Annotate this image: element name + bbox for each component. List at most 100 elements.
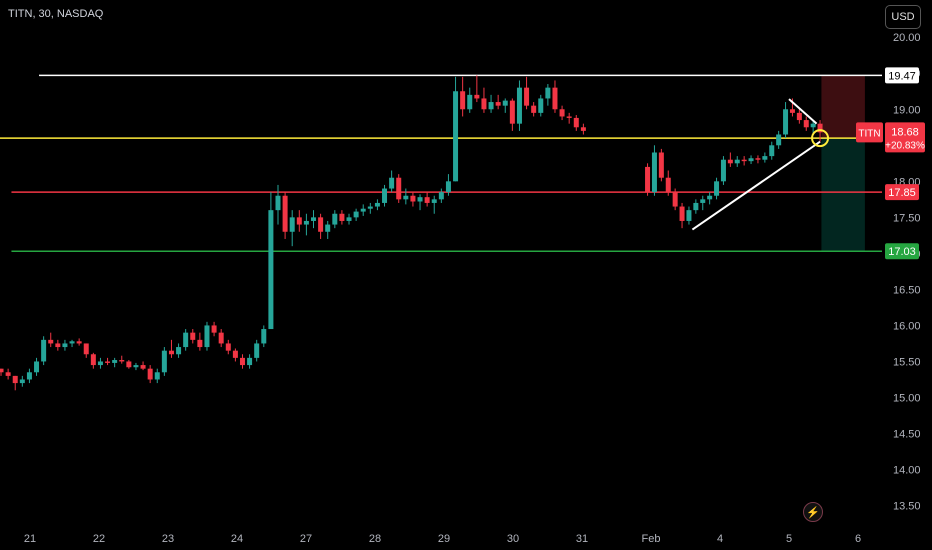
candle-body <box>545 87 551 99</box>
candle-body <box>424 197 430 203</box>
candle-body <box>374 202 380 207</box>
symbol-tag-bg <box>856 122 883 143</box>
candle-body <box>573 117 579 128</box>
candle-body <box>410 195 416 202</box>
x-tick-label: 4 <box>717 533 723 545</box>
y-tick-label: 17.50 <box>893 212 921 224</box>
y-tick-label: 13.50 <box>893 501 921 513</box>
x-tick-label: 31 <box>576 533 588 545</box>
candle-body <box>247 357 253 366</box>
last-price-value: 18.68 <box>891 126 919 138</box>
candle-body <box>268 210 274 330</box>
candle-body <box>651 152 657 193</box>
candle-body <box>211 325 217 333</box>
candle-body <box>524 87 530 106</box>
candle-body <box>12 375 18 384</box>
candle-body <box>474 94 480 99</box>
candle-body <box>460 91 466 110</box>
candle-body <box>119 360 125 362</box>
candle-body <box>396 177 402 200</box>
candle-body <box>339 213 345 221</box>
level-label-bg <box>885 67 919 84</box>
candle-body <box>481 98 487 110</box>
candle-body <box>332 213 338 225</box>
candle-body <box>62 343 68 348</box>
candle-body <box>783 109 789 135</box>
candle-body <box>495 102 501 106</box>
candle-body <box>431 199 437 203</box>
y-tick-label: 16.00 <box>893 320 921 332</box>
candle-body <box>720 159 726 182</box>
trend-line <box>788 98 818 125</box>
candle-body <box>133 365 139 368</box>
candle-body <box>126 361 132 368</box>
candle-body <box>275 195 281 211</box>
x-tick-label: 5 <box>786 533 792 545</box>
candle-body <box>755 158 761 160</box>
candle-body <box>382 188 388 203</box>
level-label-bg <box>885 184 919 201</box>
x-tick-label: 23 <box>162 533 174 545</box>
candle-body <box>140 365 146 369</box>
level-label: 19.47 <box>888 70 916 82</box>
candle-body <box>438 192 444 200</box>
x-tick-label: 29 <box>438 533 450 545</box>
candle-body <box>559 109 565 117</box>
trend-line <box>691 140 821 231</box>
candle-body <box>289 217 295 232</box>
candle-body <box>796 112 802 121</box>
candle-body <box>296 217 302 225</box>
candle-body <box>318 217 324 232</box>
candle-body <box>225 343 231 351</box>
flash-icon[interactable]: ⚡ <box>803 502 823 522</box>
candle-body <box>5 372 11 376</box>
candle-body <box>707 195 713 200</box>
candle-body <box>112 360 118 363</box>
candle-body <box>776 134 782 146</box>
candle-body <box>367 206 373 209</box>
candle-body <box>239 357 245 366</box>
candle-body <box>41 339 47 362</box>
candle-body <box>748 158 754 162</box>
candle-body <box>303 220 309 225</box>
candle-body <box>55 343 61 348</box>
currency-button[interactable]: USD <box>885 5 921 29</box>
candle-body <box>389 177 395 189</box>
candle-body <box>810 123 816 128</box>
candle-body <box>403 195 409 200</box>
candle-body <box>509 100 515 124</box>
candle-body <box>218 332 224 344</box>
y-tick-label: 15.00 <box>893 393 921 405</box>
candle-body <box>0 368 4 373</box>
candle-body <box>488 102 494 110</box>
candle-body <box>803 120 809 128</box>
candle-body <box>658 152 664 178</box>
candle-body <box>76 341 82 344</box>
x-tick-label: 27 <box>300 533 312 545</box>
candle-body <box>254 343 260 358</box>
candle-body <box>97 361 103 366</box>
price-axis <box>882 0 932 550</box>
y-tick-label: 15.50 <box>893 356 921 368</box>
y-tick-label: 14.00 <box>893 465 921 477</box>
symbol-title: TITN, 30, NASDAQ <box>8 8 104 20</box>
y-tick-label: 19.00 <box>893 104 921 116</box>
candle-body <box>502 100 508 106</box>
candle-body <box>679 206 685 221</box>
candle-body <box>26 372 32 380</box>
candle-body <box>147 368 153 380</box>
candle-body <box>204 325 210 348</box>
last-price-change: +20.83% <box>885 140 925 151</box>
x-tick-label: 30 <box>507 533 519 545</box>
candle-body <box>700 199 706 203</box>
candle-body <box>183 332 189 348</box>
candle-body <box>353 211 359 218</box>
candle-body <box>686 210 692 221</box>
target-zone <box>821 138 865 252</box>
candle-body <box>817 123 823 133</box>
candle-body <box>232 350 238 358</box>
candle-body <box>741 159 747 162</box>
level-label: 17.03 <box>888 246 916 258</box>
entry-marker <box>811 129 830 148</box>
